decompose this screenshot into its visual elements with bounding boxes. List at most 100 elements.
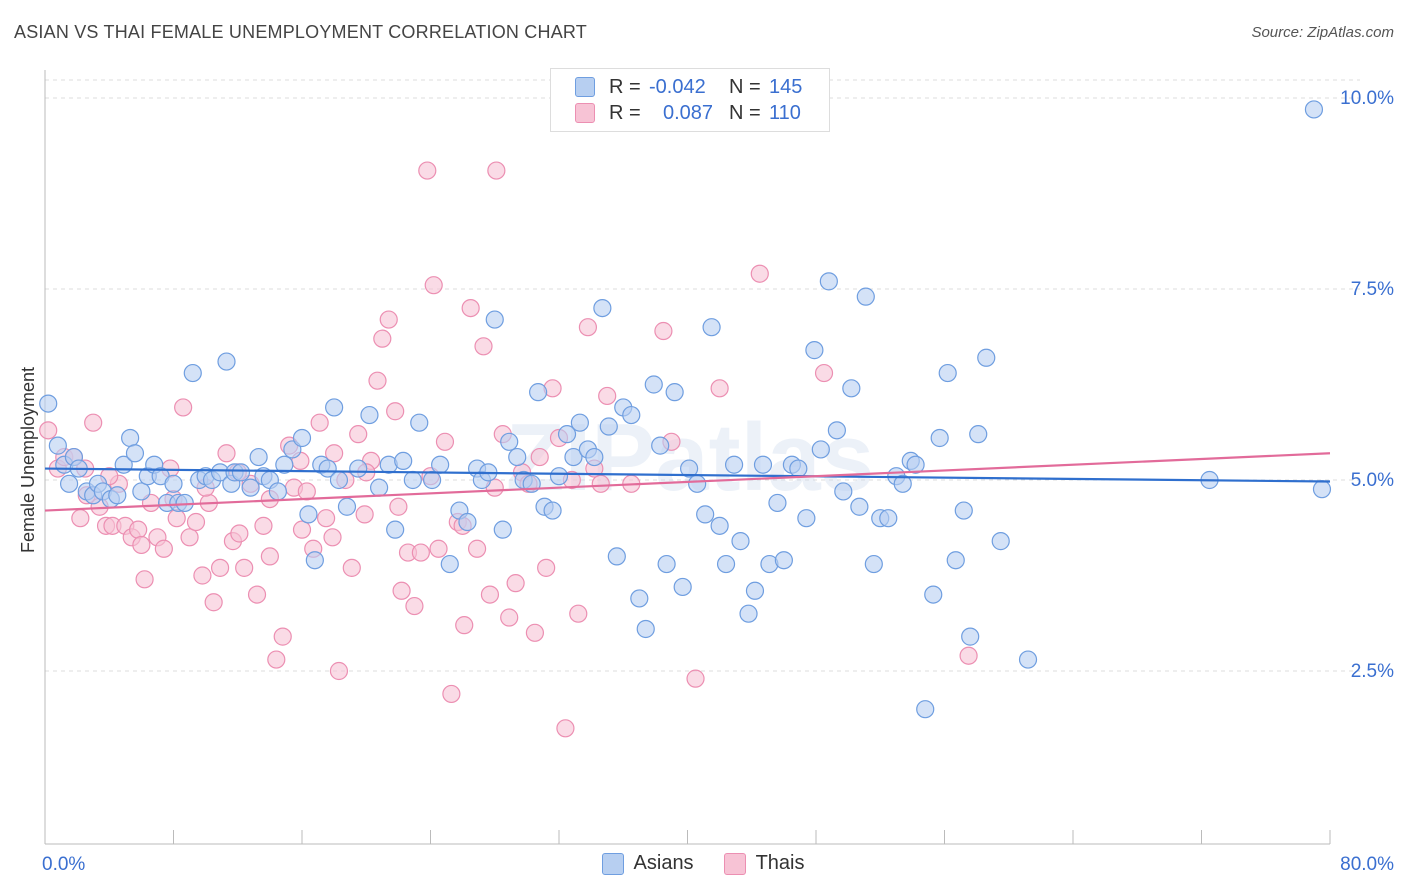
y-tick-labels: 2.5% 5.0% 7.5% 10.0% — [1340, 88, 1394, 682]
asian-point — [557, 425, 577, 444]
thai-point — [235, 558, 254, 577]
asian-point — [241, 478, 260, 497]
asian-point — [1312, 480, 1332, 499]
asian-point — [564, 447, 583, 467]
thai-point — [405, 596, 424, 616]
asian-point — [716, 554, 736, 574]
thai-swatch — [575, 103, 595, 123]
asian-point — [403, 470, 422, 490]
asian-point — [797, 509, 816, 528]
thai-point — [506, 574, 525, 593]
y-axis-label: Female Unemployment — [18, 367, 38, 553]
asian-point — [500, 432, 519, 451]
thai-swatch — [723, 852, 746, 875]
asian-point — [991, 532, 1010, 551]
thai-point — [342, 558, 361, 577]
asian-point — [977, 348, 996, 367]
asian-point — [651, 436, 670, 455]
thai-point — [368, 371, 387, 390]
n-label: N = — [729, 101, 761, 124]
thai-point — [569, 604, 588, 623]
asian-point — [337, 497, 357, 516]
asian-point — [879, 509, 898, 528]
asian-point — [930, 428, 949, 448]
thai-point — [135, 570, 154, 589]
n-value: 145 — [769, 75, 803, 98]
thai-point — [267, 650, 286, 669]
asian-point — [599, 417, 618, 436]
asian-point — [774, 551, 793, 570]
thai-point — [429, 539, 448, 558]
asian-point — [673, 577, 692, 597]
thai-point — [323, 528, 342, 547]
y-tick-label-1: 5.0% — [1351, 470, 1394, 491]
asian-swatch — [575, 77, 595, 97]
thai-point — [389, 497, 408, 516]
thai-point — [959, 646, 978, 665]
asian-point — [946, 551, 965, 570]
asian-point — [431, 455, 450, 474]
grid-lines — [45, 79, 1360, 672]
asian-point — [59, 474, 79, 493]
thai-point — [537, 558, 556, 577]
asian-point — [811, 440, 830, 459]
asian-swatch — [601, 852, 624, 875]
thai-point — [129, 520, 148, 539]
thai-point — [39, 421, 58, 440]
asian-point — [745, 581, 765, 600]
thai-point — [386, 402, 405, 421]
asian-point — [657, 554, 676, 574]
thai-point — [217, 444, 236, 463]
asian-point — [906, 455, 925, 474]
thai-point — [180, 528, 199, 547]
thai-point — [442, 684, 461, 704]
thai-point — [154, 539, 173, 558]
asian-point — [370, 478, 389, 497]
thai-point — [193, 566, 212, 585]
asian-point — [969, 425, 988, 444]
asian-point — [360, 405, 379, 425]
asian-point — [864, 554, 883, 574]
thai-point — [525, 623, 545, 642]
asian-point — [423, 470, 442, 490]
asian-point — [768, 493, 787, 513]
source-credit: Source: ZipAtlas.com — [1251, 24, 1394, 41]
thai-point — [500, 608, 519, 627]
asian-point — [827, 421, 846, 440]
asian-point — [164, 474, 183, 493]
asian-point — [39, 394, 58, 413]
thai-point — [254, 516, 273, 535]
thai-point — [455, 616, 474, 635]
r-label: R = — [609, 101, 641, 124]
asian-point — [543, 501, 562, 520]
asian-point — [268, 482, 288, 501]
asian-point — [318, 459, 337, 478]
thai-point — [84, 413, 103, 432]
asian-point — [893, 474, 912, 493]
asian-point — [702, 318, 721, 337]
asian-point — [1304, 100, 1324, 119]
thai-point — [247, 585, 267, 604]
asian-trend-line — [44, 467, 1331, 483]
asian-point — [485, 310, 504, 329]
asian-point — [834, 482, 853, 501]
asian-point — [739, 604, 758, 623]
thai-point — [435, 432, 455, 451]
asian-point — [493, 520, 512, 539]
thai-point — [750, 264, 769, 283]
thai-point — [329, 661, 349, 681]
thai-point — [71, 509, 90, 528]
thai-point — [230, 524, 249, 543]
asian-point — [636, 619, 655, 639]
asian-point — [249, 447, 268, 467]
r-label: R = — [609, 75, 641, 98]
thai-point — [292, 520, 312, 539]
thai-point — [814, 363, 834, 383]
asian-point — [217, 352, 236, 371]
asian-point — [121, 428, 140, 448]
asian-point — [916, 700, 935, 719]
asian-point — [954, 501, 973, 520]
y-tick-label-0: 2.5% — [1351, 661, 1394, 682]
asian-point — [724, 455, 744, 474]
asian-point — [819, 272, 838, 291]
